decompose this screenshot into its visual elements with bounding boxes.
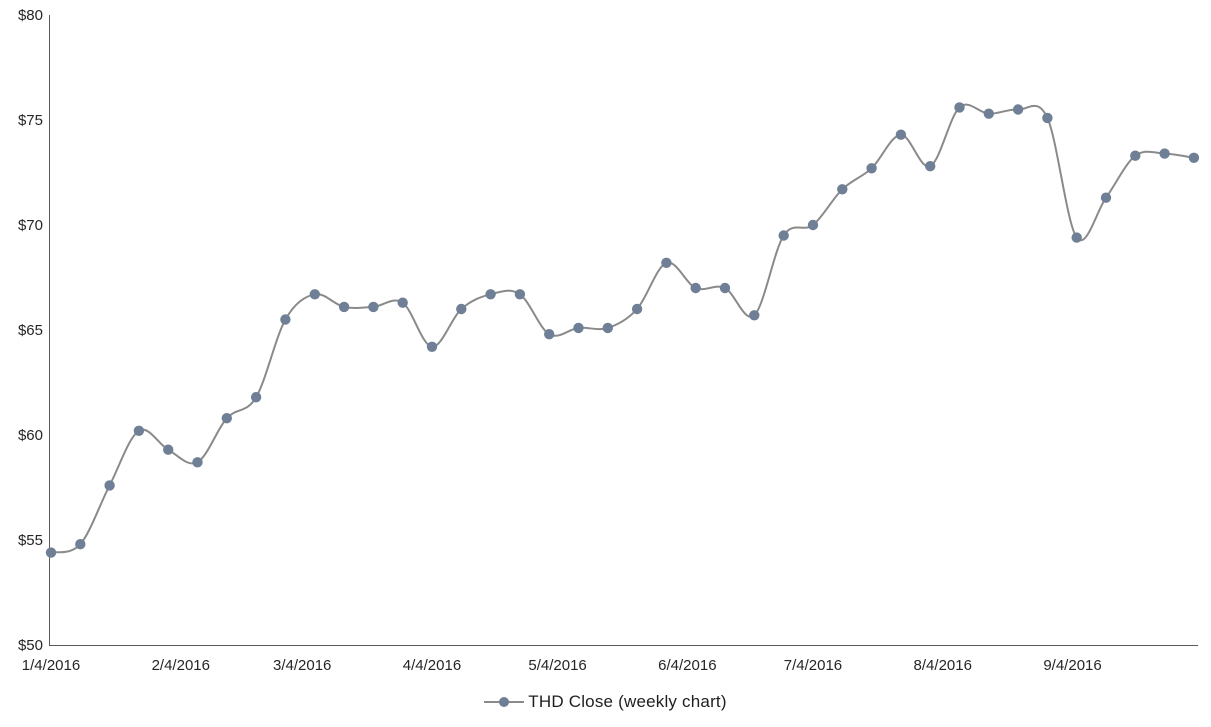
data-point-marker [837, 184, 848, 195]
data-point-marker [104, 480, 115, 491]
y-axis-label: $65 [18, 322, 43, 339]
data-point-marker [1012, 104, 1024, 115]
x-axis-label: 1/4/2016 [22, 657, 80, 674]
data-point-marker [250, 392, 262, 403]
y-axis-label: $70 [18, 217, 43, 234]
y-axis-label: $50 [18, 637, 43, 654]
data-point-marker [631, 303, 643, 315]
data-point-marker [719, 282, 731, 294]
data-point-marker [456, 303, 467, 315]
data-point-marker [1042, 112, 1053, 124]
x-axis-label: 2/4/2016 [152, 657, 210, 674]
data-point-marker [485, 289, 496, 300]
y-axis-label: $60 [18, 427, 43, 444]
data-point-marker [338, 301, 350, 313]
data-point-marker [397, 297, 408, 308]
data-point-marker [895, 129, 907, 140]
legend: THD Close (weekly chart) [0, 684, 1211, 720]
data-point-marker [1159, 148, 1170, 159]
x-axis-label: 8/4/2016 [914, 657, 972, 674]
data-point-marker [690, 282, 701, 294]
data-point-marker [280, 314, 291, 325]
x-axis-label: 6/4/2016 [658, 657, 716, 674]
data-point-marker [1071, 232, 1082, 243]
data-point-marker [75, 539, 86, 550]
data-point-marker [807, 219, 819, 231]
data-point-marker [426, 341, 438, 352]
data-point-marker [925, 161, 936, 172]
data-point-marker [133, 425, 145, 436]
data-point-marker [661, 257, 672, 268]
data-point-marker [602, 322, 613, 334]
y-axis-label: $75 [18, 112, 43, 129]
legend-label: THD Close (weekly chart) [528, 692, 727, 711]
x-axis-label: 3/4/2016 [273, 657, 331, 674]
data-point-marker [1188, 152, 1200, 163]
data-point-marker [45, 547, 57, 558]
data-point-marker [544, 329, 555, 340]
y-axis-label: $55 [18, 532, 43, 549]
data-point-marker [983, 108, 994, 119]
data-point-marker [221, 413, 232, 424]
data-point-marker [1100, 192, 1112, 203]
data-point-marker [368, 301, 379, 313]
y-axis-label: $80 [18, 7, 43, 24]
data-point-marker [954, 102, 965, 113]
data-point-marker [163, 444, 174, 455]
data-point-marker [309, 289, 320, 300]
legend-marker-icon [484, 697, 525, 707]
data-point-marker [573, 322, 584, 334]
thd-close-chart: $50 $55 $60 $65 $70 $75 $80 1/4/2016 2/4/2016 3/4… [18, 7, 1200, 674]
data-point-marker [866, 163, 877, 174]
x-axis-label: 4/4/2016 [403, 657, 461, 674]
series-line [50, 103, 1195, 554]
data-point-marker [749, 310, 760, 321]
x-axis-label: 9/4/2016 [1043, 657, 1101, 674]
data-point-marker [1130, 150, 1141, 161]
data-point-marker [514, 289, 526, 300]
data-point-marker [192, 457, 203, 468]
x-axis-label: 7/4/2016 [784, 657, 842, 674]
x-axis-label: 5/4/2016 [528, 657, 586, 674]
data-point-marker [778, 230, 789, 241]
